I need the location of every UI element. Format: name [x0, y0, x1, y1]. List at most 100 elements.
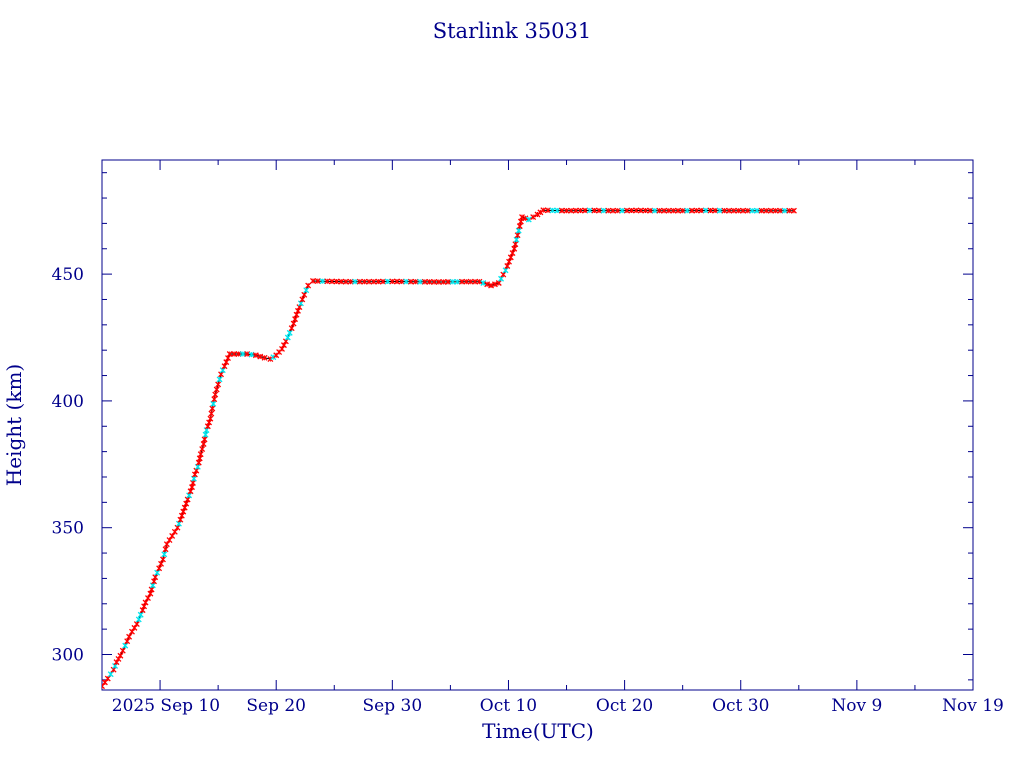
data-point — [107, 671, 114, 678]
data-point — [389, 278, 396, 285]
data-point — [661, 207, 668, 214]
data-point — [721, 207, 728, 214]
data-point — [480, 280, 487, 286]
data-point — [421, 278, 428, 285]
data-point — [431, 278, 438, 285]
data-point — [693, 207, 700, 214]
x-tick-label: Nov 9 — [831, 696, 882, 716]
data-point — [190, 475, 197, 482]
data-point — [145, 595, 151, 602]
data-point — [586, 207, 593, 214]
data-point — [380, 278, 387, 285]
data-point — [642, 207, 649, 214]
data-point — [628, 207, 635, 214]
data-point — [670, 207, 677, 214]
data-point — [328, 278, 335, 285]
data-point — [772, 207, 779, 214]
data-point — [754, 207, 760, 214]
x-tick-label: Sep 30 — [363, 696, 423, 716]
data-point — [252, 352, 259, 359]
x-axis-label: Time(UTC) — [482, 719, 594, 743]
data-point — [540, 207, 547, 214]
data-point — [623, 207, 630, 214]
data-point — [356, 278, 363, 285]
data-point — [190, 479, 196, 486]
data-point — [688, 207, 695, 214]
data-point — [726, 207, 733, 214]
data-point — [169, 532, 176, 539]
x-tick-label: Oct 10 — [480, 696, 537, 716]
data-point — [582, 207, 589, 214]
data-point — [716, 207, 723, 214]
data-point — [195, 459, 202, 466]
data-point — [633, 207, 640, 214]
data-point — [619, 207, 626, 214]
data-point — [142, 599, 149, 606]
data-point — [338, 278, 345, 285]
data-point — [684, 207, 691, 214]
data-point — [600, 207, 607, 214]
data-point — [417, 278, 424, 285]
data-point — [530, 214, 537, 221]
data-point — [319, 278, 326, 285]
data-point — [698, 207, 705, 214]
data-point — [491, 281, 498, 288]
data-point — [117, 652, 124, 659]
data-point — [288, 325, 295, 332]
data-point — [568, 207, 575, 214]
data-point — [292, 316, 299, 323]
x-tick-label: Sep 20 — [246, 696, 306, 716]
data-point — [197, 451, 204, 458]
data-point — [702, 207, 709, 214]
data-point — [394, 278, 400, 285]
y-axis-label: Height (km) — [2, 364, 26, 486]
data-point — [333, 278, 340, 285]
data-point — [563, 207, 570, 214]
data-point — [763, 207, 770, 214]
x-tick-label: Nov 19 — [942, 696, 1004, 716]
y-tick-label: 350 — [52, 519, 84, 539]
data-point — [261, 354, 268, 361]
data-point — [549, 207, 556, 214]
data-point — [347, 278, 354, 285]
data-point — [257, 353, 264, 360]
data-point — [515, 227, 522, 234]
data-point — [239, 351, 246, 357]
data-point — [162, 546, 169, 553]
data-point — [137, 611, 144, 618]
data-point — [656, 207, 663, 214]
data-point — [104, 675, 111, 682]
data-point — [194, 463, 201, 470]
height-series — [102, 207, 797, 690]
data-point — [614, 207, 621, 214]
data-point — [440, 278, 447, 285]
data-point — [211, 396, 218, 403]
data-point — [160, 556, 166, 563]
data-point — [572, 207, 579, 214]
data-point — [208, 410, 215, 417]
data-point — [605, 207, 612, 214]
data-point — [472, 278, 479, 285]
data-point — [767, 207, 774, 214]
data-point — [735, 207, 742, 214]
data-point — [235, 351, 242, 357]
data-point — [781, 207, 788, 214]
data-point — [284, 334, 291, 341]
data-point — [398, 278, 405, 285]
data-point — [467, 278, 474, 285]
data-point — [370, 278, 377, 285]
y-tick-label: 450 — [52, 265, 84, 285]
data-point — [148, 586, 155, 593]
data-point — [189, 484, 195, 491]
data-point — [591, 207, 598, 214]
data-point — [301, 291, 308, 298]
data-point — [375, 278, 382, 285]
data-point — [459, 278, 465, 285]
y-tick-label: 300 — [52, 645, 84, 665]
data-point — [519, 214, 525, 221]
plot-frame — [101, 159, 974, 691]
data-point — [216, 376, 223, 383]
data-point — [210, 400, 217, 407]
data-point — [270, 354, 277, 361]
